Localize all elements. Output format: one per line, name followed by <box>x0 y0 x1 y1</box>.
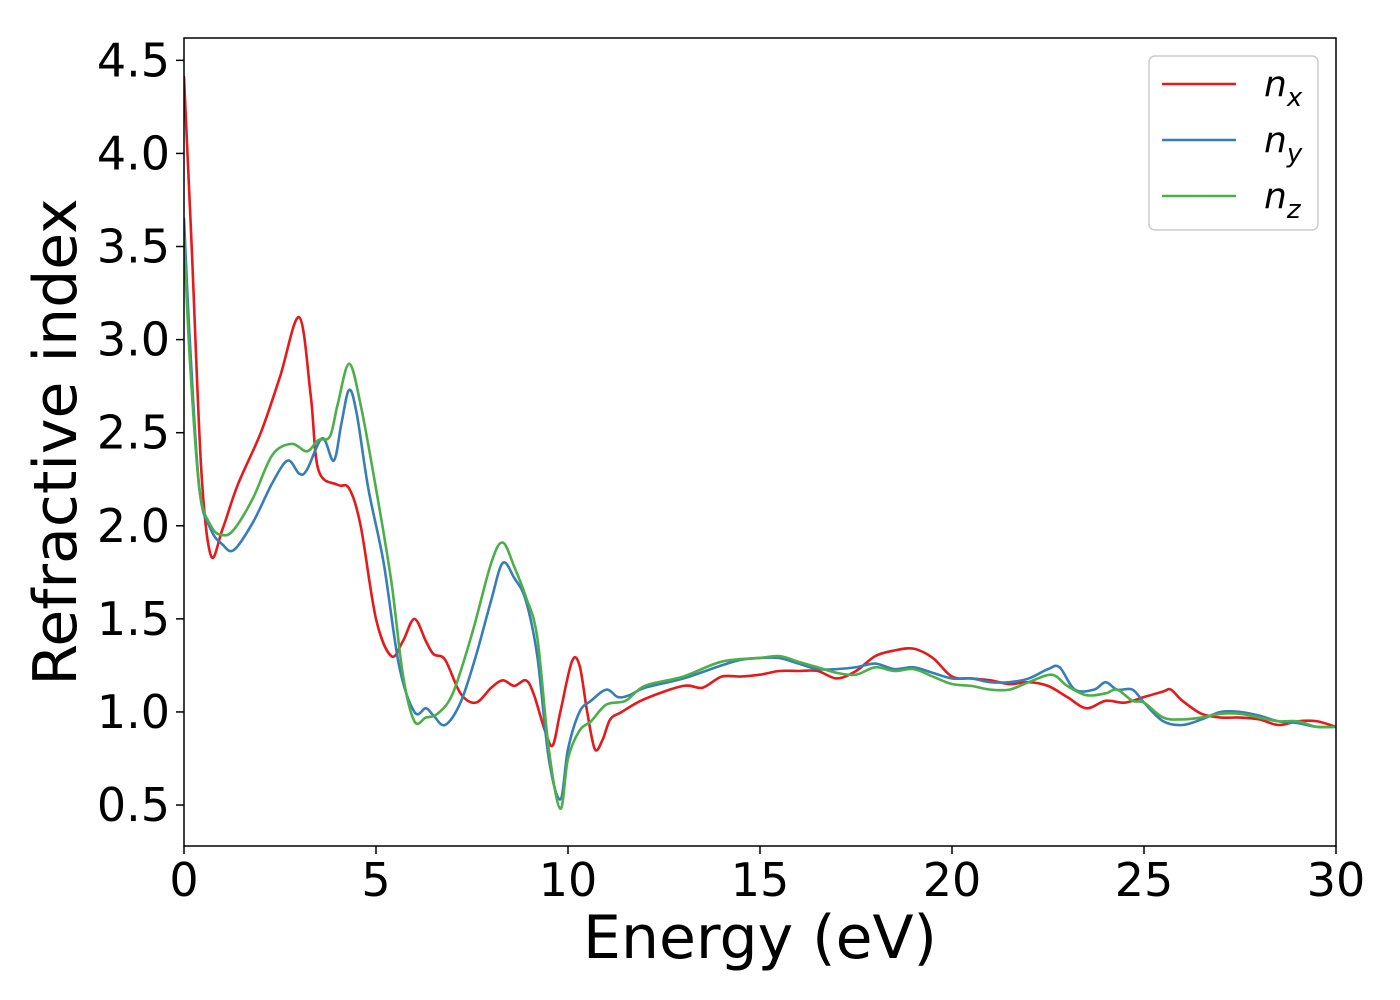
y-tick-label: 1.5 <box>97 592 170 646</box>
x-tick-label: 15 <box>731 853 790 907</box>
legend-label-nz: nz <box>1264 176 1302 225</box>
x-tick-label: 5 <box>361 853 390 907</box>
y-tick-label: 4.5 <box>97 33 170 87</box>
y-tick-label: 4.0 <box>97 126 170 180</box>
series-layer <box>184 75 1336 811</box>
legend-label-nx: nx <box>1264 64 1303 113</box>
y-tick-label: 3.0 <box>97 313 170 367</box>
y-tick-label: 2.0 <box>97 499 170 553</box>
legend-frame <box>1148 55 1319 231</box>
series-line-ny <box>184 217 1336 801</box>
x-tick-label: 20 <box>923 853 982 907</box>
y-tick-label: 0.5 <box>97 778 170 832</box>
y-axis-label: Refractive index <box>21 198 91 685</box>
legend: nx ny nz <box>1148 55 1319 231</box>
x-tick-label: 25 <box>1115 853 1174 907</box>
legend-label-ny: ny <box>1264 120 1303 169</box>
x-tick-label: 10 <box>539 853 598 907</box>
series-line-nx <box>184 75 1336 752</box>
x-tick-label: 0 <box>169 853 198 907</box>
y-axis: 0.5 1.0 1.5 2.0 2.5 3.0 3.5 4.0 4.5 <box>97 33 184 832</box>
y-tick-label: 1.0 <box>97 685 170 739</box>
y-tick-label: 3.5 <box>97 220 170 274</box>
x-axis: 0 5 10 15 20 25 30 <box>169 846 1365 907</box>
series-line-nz <box>184 235 1336 811</box>
y-tick-label: 2.5 <box>97 406 170 460</box>
x-tick-label: 30 <box>1307 853 1366 907</box>
x-axis-label: Energy (eV) <box>583 903 937 973</box>
